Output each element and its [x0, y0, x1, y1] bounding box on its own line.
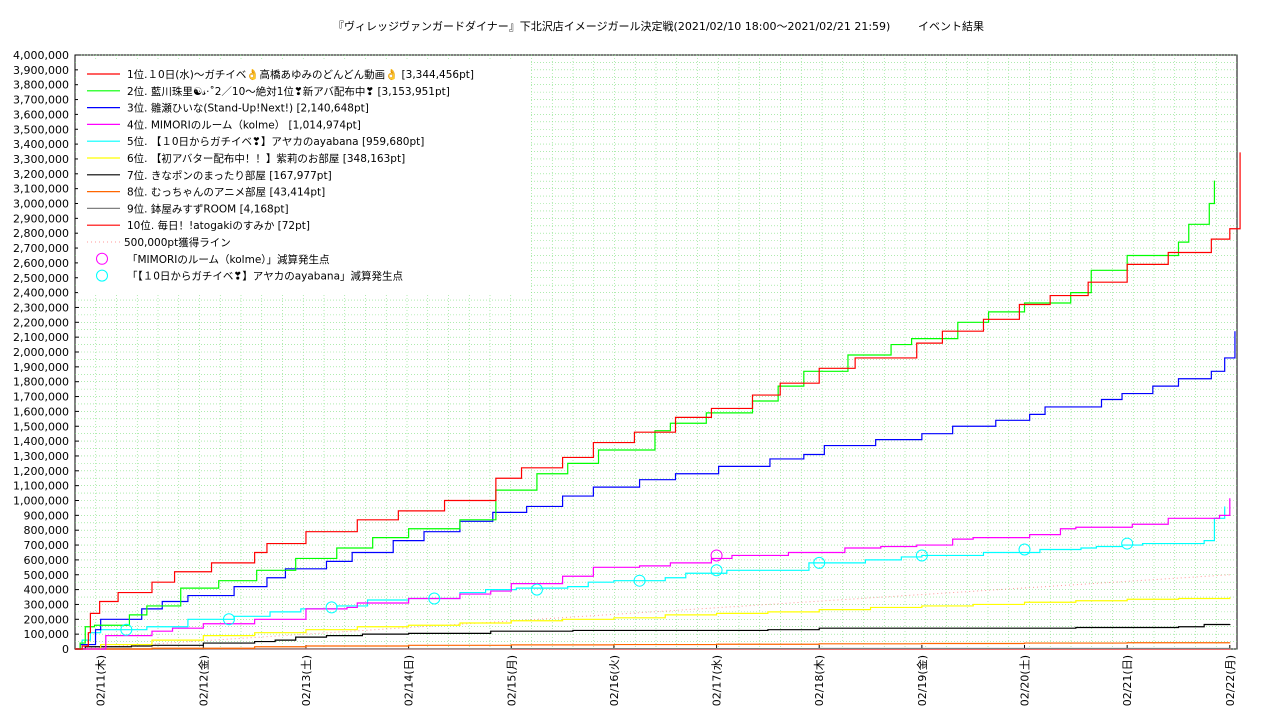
- decrease-marker: [915, 549, 928, 562]
- y-tick-label: 1,100,000: [13, 480, 69, 493]
- y-tick-label: 1,200,000: [13, 465, 69, 478]
- series-line: [75, 642, 1231, 650]
- legend-label: 5位. 【１0日からガチイベ❣】アヤカのayabana [959,680pt]: [127, 135, 424, 148]
- series-line: [75, 647, 1231, 650]
- x-tick-label: 02/13(土): [300, 655, 313, 706]
- x-tick-label: 02/20(土): [1019, 655, 1032, 706]
- y-tick-label: 300,000: [24, 598, 70, 611]
- decrease-marker: [633, 574, 646, 587]
- decrease-marker: [222, 613, 235, 626]
- y-tick-label: 1,900,000: [13, 361, 69, 374]
- decrease-marker: [813, 556, 826, 569]
- legend-label: 8位. むっちゃんのアニメ部屋 [43,414pt]: [127, 186, 325, 199]
- x-tick-label: 02/12(金): [196, 655, 210, 706]
- x-axis: 02/11(木) 02/12(金) 02/13(土) 02/14(日) 02/15(月)…: [95, 645, 1237, 706]
- y-tick-label: 1,800,000: [13, 376, 69, 389]
- decrease-markers: [120, 537, 1134, 636]
- y-tick-label: 2,200,000: [13, 316, 69, 329]
- y-tick-label: 1,400,000: [13, 435, 69, 448]
- legend-label: 500,000pt獲得ライン: [124, 236, 231, 249]
- legend-label: 4位. MIMORIのルーム（kolme） [1,014,974pt]: [127, 118, 361, 131]
- y-tick-label: 2,500,000: [13, 272, 69, 285]
- x-tick-label: 02/19(金): [915, 655, 929, 706]
- y-tick-label: 0: [62, 643, 69, 656]
- y-tick-label: 3,600,000: [13, 108, 69, 121]
- x-tick-label: 02/14(日): [403, 655, 416, 706]
- legend-label: 7位. きなポンのまったり部屋 [167,977pt]: [127, 169, 332, 182]
- x-tick-label: 02/16(火): [608, 655, 621, 706]
- x-tick-label: 02/11(木): [95, 655, 108, 706]
- y-tick-label: 400,000: [24, 584, 70, 597]
- decrease-marker: [710, 564, 723, 577]
- decrease-marker: [710, 549, 723, 562]
- chart-title: 『ヴィレッジヴァンガードダイナー』下北沢店イメージガール決定戦(2021/02/…: [333, 19, 890, 33]
- y-tick-label: 2,400,000: [13, 287, 69, 300]
- y-tick-label: 2,800,000: [13, 227, 69, 240]
- legend-label: 2位. 藍川珠里☯𝓈·˚2／10〜絶対1位❣新アバ配布中❣ [3,153,951…: [127, 85, 450, 98]
- decrease-marker: [120, 623, 133, 636]
- y-tick-label: 3,900,000: [13, 64, 69, 77]
- y-tick-label: 900,000: [24, 509, 70, 522]
- legend-label: 「MIMORIのルーム（kolme）」減算発生点: [127, 253, 330, 266]
- y-tick-label: 2,600,000: [13, 257, 69, 270]
- y-tick-label: 3,300,000: [13, 153, 69, 166]
- y-tick-label: 1,700,000: [13, 391, 69, 404]
- chart-subtitle: イベント結果: [918, 19, 984, 33]
- y-tick-label: 600,000: [24, 554, 70, 567]
- decrease-marker: [325, 601, 338, 614]
- x-tick-label: 02/15(月): [505, 655, 518, 706]
- y-tick-label: 700,000: [24, 539, 70, 552]
- x-tick-label: 02/21(日): [1121, 655, 1134, 706]
- decrease-marker: [428, 592, 441, 605]
- decrease-marker: [1121, 537, 1134, 550]
- y-tick-label: 3,100,000: [13, 183, 69, 196]
- y-tick-label: 3,800,000: [13, 79, 69, 92]
- legend-label: 「【１0日からガチイベ❣】アヤカのayabana」減算発生点: [127, 270, 403, 283]
- y-tick-label: 800,000: [24, 524, 70, 537]
- y-tick-label: 3,200,000: [13, 168, 69, 181]
- legend-label: 9位. 鉢屋みすずROOM [4,168pt]: [127, 202, 289, 215]
- y-tick-label: 1,600,000: [13, 405, 69, 418]
- y-tick-label: 200,000: [24, 613, 70, 626]
- legend-label: 10位. 毎日！!atogakiのすみか [72pt]: [127, 219, 310, 232]
- legend-label: 6位. 【初アバター配布中！！】紫莉のお部屋 [348,163pt]: [127, 152, 405, 165]
- y-tick-label: 2,000,000: [13, 346, 69, 359]
- series-line: [75, 597, 1231, 650]
- series-line: [75, 623, 1231, 650]
- y-tick-label: 3,000,000: [13, 198, 69, 211]
- y-tick-label: 500,000: [24, 569, 70, 582]
- legend-label: 1位.１0日(水)〜ガチイベ👌高橋あゆみのどんどん動画👌 [3,344,456p…: [127, 68, 474, 81]
- series-line: [75, 498, 1231, 650]
- legend-label: 3位. 雛瀬ひいな(Stand-Up!Next!) [2,140,648pt]: [127, 102, 369, 115]
- legend: 1位.１0日(水)〜ガチイベ👌高橋あゆみのどんどん動画👌 [3,344,456p…: [78, 61, 530, 293]
- series-line: [75, 180, 1216, 650]
- legend-box: [78, 61, 530, 293]
- y-tick-label: 2,900,000: [13, 212, 69, 225]
- y-tick-label: 2,700,000: [13, 242, 69, 255]
- y-tick-label: 1,000,000: [13, 495, 69, 508]
- reference-line-500k: [74, 574, 1230, 650]
- series-line: [75, 331, 1236, 650]
- y-tick-label: 3,700,000: [13, 94, 69, 107]
- x-tick-label: 02/17(水): [711, 655, 724, 706]
- decrease-marker: [530, 583, 543, 596]
- y-tick-label: 3,400,000: [13, 138, 69, 151]
- y-tick-label: 100,000: [24, 628, 70, 641]
- x-tick-label: 02/22(月): [1224, 655, 1237, 706]
- y-tick-label: 2,100,000: [13, 331, 69, 344]
- legend-marker: [96, 252, 108, 265]
- y-tick-label: 2,300,000: [13, 301, 69, 314]
- x-tick-label: 02/18(木): [813, 655, 826, 706]
- reference-line: [74, 574, 1230, 650]
- series-line: [75, 152, 1241, 650]
- y-tick-label: 1,300,000: [13, 450, 69, 463]
- y-tick-label: 3,500,000: [13, 123, 69, 136]
- legend-marker: [96, 269, 108, 282]
- y-tick-label: 4,000,000: [13, 49, 69, 62]
- y-tick-label: 1,500,000: [13, 420, 69, 433]
- decrease-marker: [1018, 543, 1031, 556]
